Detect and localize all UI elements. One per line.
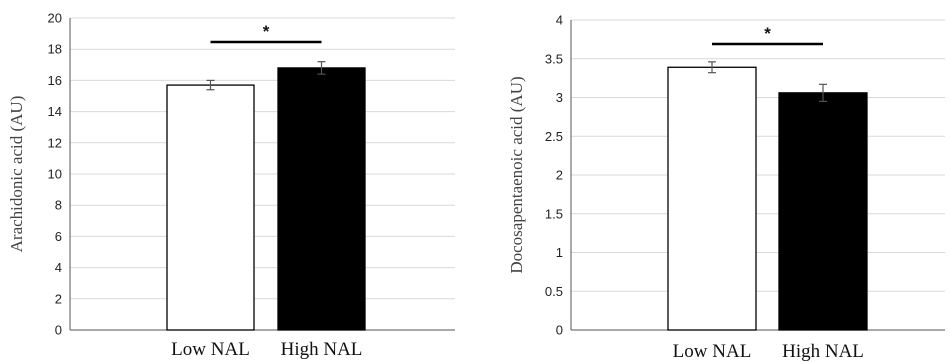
y-tick-label: 1.5 xyxy=(545,206,563,221)
y-tick-label: 8 xyxy=(55,198,62,213)
y-tick-label: 0.5 xyxy=(545,284,563,299)
significance-marker: * xyxy=(764,24,771,43)
bar-high-nal xyxy=(778,92,868,331)
y-tick-label: 6 xyxy=(55,229,62,244)
y-tick-label: 10 xyxy=(48,167,62,182)
y-axis-title: Docosapentaenoic acid (AU) xyxy=(507,76,526,273)
y-tick-label: 2 xyxy=(55,291,62,306)
y-tick-label: 0 xyxy=(55,323,62,338)
bar-low-nal xyxy=(166,84,255,331)
y-tick-label: 3 xyxy=(556,90,563,105)
y-tick-label: 1 xyxy=(556,245,563,260)
y-tick-label: 3.5 xyxy=(545,51,563,66)
chart-panel-arachidonic: 0 2 4 6 8 10 12 14 16 18 20 Low NAL High NAL * Arachid… xyxy=(7,11,455,360)
x-category-label: Low NAL xyxy=(673,341,752,362)
x-category-label: Low NAL xyxy=(171,339,250,360)
y-tick-label: 4 xyxy=(556,13,563,28)
y-tick-label: 4 xyxy=(55,260,62,275)
x-category-label: High NAL xyxy=(782,341,864,362)
y-tick-label: 2.5 xyxy=(545,129,563,144)
bar-low-nal xyxy=(667,66,757,331)
bar-high-nal xyxy=(277,67,366,331)
y-tick-label: 16 xyxy=(48,73,62,88)
significance-marker: * xyxy=(263,22,270,41)
y-tick-label: 20 xyxy=(48,11,62,26)
y-tick-label: 2 xyxy=(556,168,563,183)
y-tick-label: 14 xyxy=(48,104,62,119)
y-tick-label: 0 xyxy=(556,323,563,338)
x-category-label: High NAL xyxy=(281,339,363,360)
y-axis-title: Arachidonic acid (AU) xyxy=(7,96,26,253)
y-tick-label: 12 xyxy=(48,135,62,150)
chart-panel-docosapentaenoic: 0 0.5 1 1.5 2 2.5 3 3.5 4 Low NAL High NAL * Docosap… xyxy=(507,13,945,362)
y-tick-label: 18 xyxy=(48,42,62,57)
